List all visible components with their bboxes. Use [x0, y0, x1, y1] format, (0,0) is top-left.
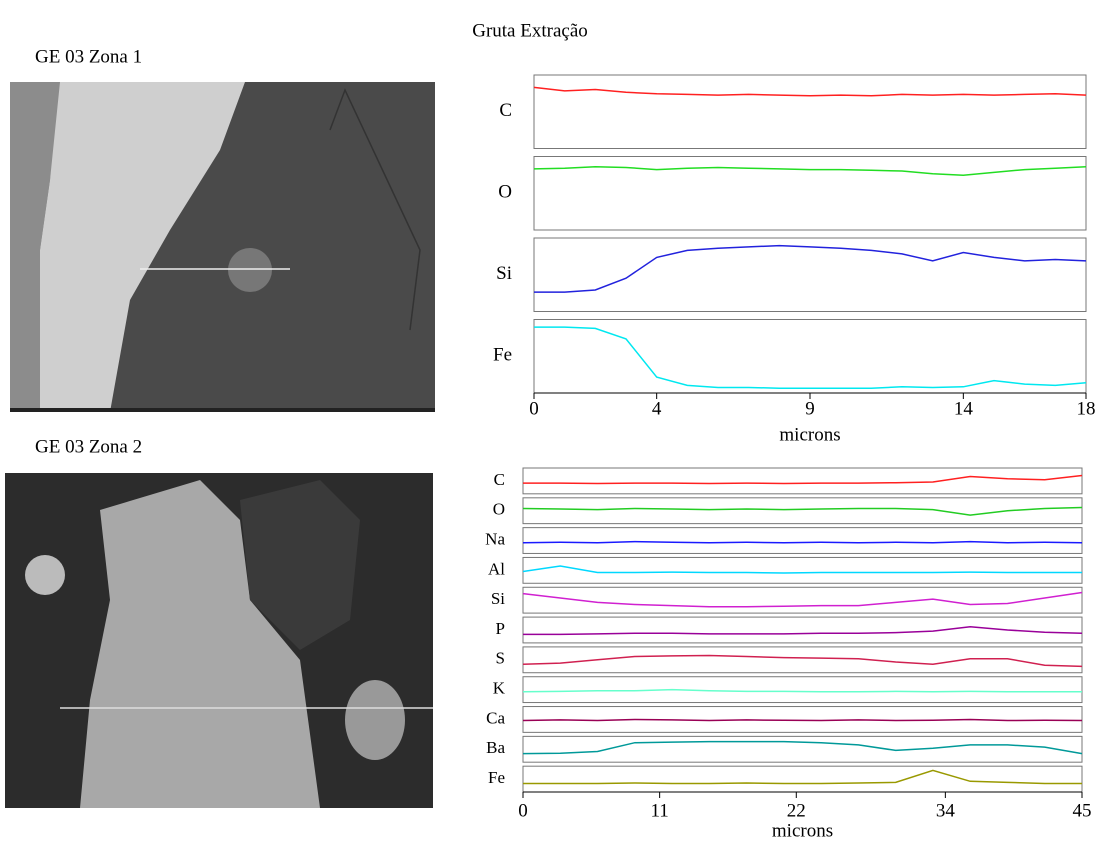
plot-frame — [522, 586, 1083, 614]
x-tick-label: 34 — [936, 800, 956, 821]
plot-frame — [522, 527, 1083, 554]
series-line — [523, 474, 1083, 485]
series-label: S — [496, 649, 505, 668]
panel-label: GE 03 Zona 2 — [35, 436, 142, 457]
series-label: Si — [496, 263, 512, 284]
x-tick-label: 9 — [805, 398, 815, 419]
series-label: Fe — [493, 345, 512, 366]
x-axis-label: microns — [772, 820, 833, 841]
panel-label: GE 03 Zona 1 — [35, 46, 142, 67]
plot-frame — [522, 765, 1083, 793]
series-line — [522, 740, 1083, 755]
series-line — [533, 86, 1087, 97]
series-line — [522, 688, 1082, 693]
x-tick-label: 0 — [529, 398, 539, 419]
series-label: C — [494, 470, 505, 489]
series-label: Ca — [486, 708, 505, 727]
series-label: C — [499, 100, 512, 121]
series-line — [533, 166, 1087, 176]
x-axis-label: microns — [779, 424, 840, 445]
plot-frame — [522, 646, 1083, 674]
x-tick-label: 4 — [652, 398, 662, 419]
series-label: Ba — [486, 738, 505, 757]
plot-frame — [533, 237, 1087, 312]
plot-frame — [533, 74, 1087, 149]
series-line — [522, 718, 1083, 722]
series-line — [522, 654, 1083, 668]
figure-title: Gruta Extração — [472, 20, 588, 41]
series-line — [534, 326, 1087, 389]
series-label: Na — [485, 529, 505, 548]
series-line — [522, 591, 1083, 608]
sem-image — [5, 473, 433, 808]
x-tick-label: 0 — [518, 800, 528, 821]
plot-frame — [522, 616, 1083, 644]
plot-frame — [522, 497, 1083, 525]
series-line — [534, 244, 1087, 293]
series-line — [523, 625, 1083, 636]
sem-image — [10, 82, 435, 412]
x-tick-label: 45 — [1073, 800, 1092, 821]
series-label: O — [493, 500, 505, 519]
plot-frame — [522, 556, 1083, 584]
series-label: P — [496, 619, 505, 638]
plot-frame — [522, 467, 1083, 495]
plot-frame — [533, 156, 1087, 231]
series-label: O — [498, 182, 512, 203]
series-label: Si — [491, 589, 505, 608]
x-tick-label: 14 — [954, 398, 974, 419]
plot-frame — [522, 706, 1083, 733]
series-line — [523, 769, 1082, 785]
x-tick-label: 22 — [787, 800, 806, 821]
plot-frame — [522, 735, 1083, 763]
x-tick-label: 18 — [1077, 398, 1096, 419]
series-label: K — [493, 679, 506, 698]
series-label: Al — [488, 559, 505, 578]
series-line — [522, 506, 1083, 516]
series-label: Fe — [488, 768, 505, 787]
series-line — [522, 565, 1082, 574]
series-line — [522, 540, 1083, 544]
plot-frame — [522, 676, 1083, 704]
x-tick-label: 11 — [650, 800, 668, 821]
